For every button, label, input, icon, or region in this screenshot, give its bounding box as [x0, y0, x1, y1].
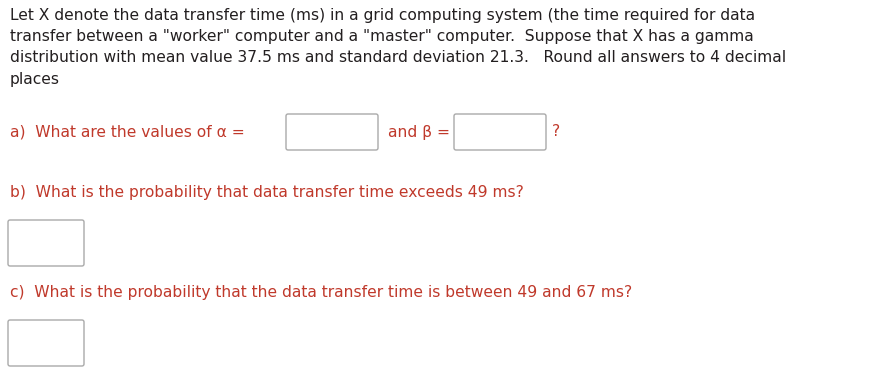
FancyBboxPatch shape [8, 220, 84, 266]
FancyBboxPatch shape [8, 320, 84, 366]
Text: Let X denote the data transfer time (ms) in a grid computing system (the time re: Let X denote the data transfer time (ms)… [10, 8, 786, 87]
FancyBboxPatch shape [286, 114, 378, 150]
Text: b)  What is the probability that data transfer time exceeds 49 ms?: b) What is the probability that data tra… [10, 184, 524, 200]
FancyBboxPatch shape [454, 114, 546, 150]
Text: and β =: and β = [388, 124, 450, 139]
Text: c)  What is the probability that the data transfer time is between 49 and 67 ms?: c) What is the probability that the data… [10, 285, 632, 299]
Text: ?: ? [552, 124, 560, 139]
Text: a)  What are the values of α =: a) What are the values of α = [10, 124, 245, 139]
